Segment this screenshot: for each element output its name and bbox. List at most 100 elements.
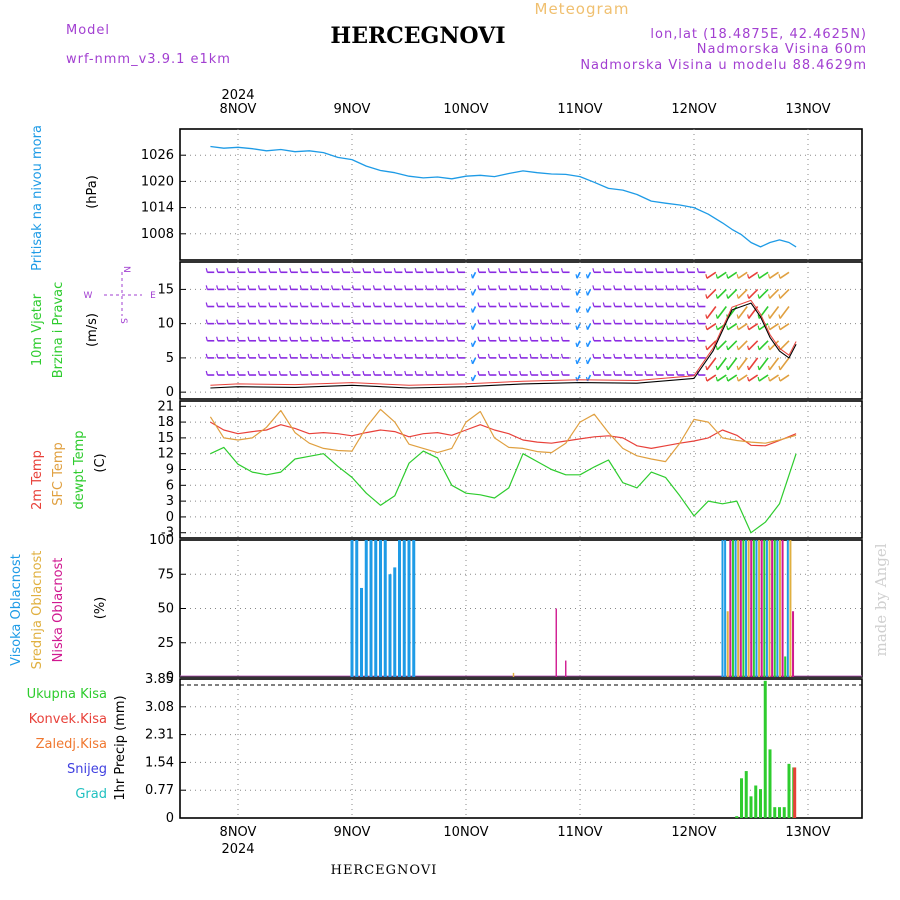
wind-barb [471,289,477,296]
wind-barb-tick [456,370,459,376]
wind-barb [706,288,717,299]
wind-barb [727,357,738,371]
wind-barb-tick [351,370,355,376]
wind-barb-tick [715,365,718,371]
wind-barb-tick [675,268,679,273]
wind-barb-tick [393,353,396,359]
wind-barb [758,340,769,351]
wind-barb-tick [585,308,589,313]
wind-barb-tick [665,268,668,273]
wind-barb-tick [278,302,281,307]
cloud-bar [383,540,387,677]
wind-barb-tick [778,314,781,319]
wind-barb-tick [351,336,355,341]
wind-barb [576,306,581,313]
precip-unit: 1hr Precip (mm) [113,695,128,800]
wind-barb-tick [446,370,449,376]
wind-barb-tick [665,302,668,307]
wind-barb-tick [320,268,323,273]
wind-barb-tick [257,319,261,324]
cloud-bar [758,540,761,677]
wind-barb-tick [435,336,438,341]
wind-barb-tick [435,268,438,273]
wind-barb [737,357,748,371]
wind-barb-tick [477,319,480,324]
precip-label-frozen: Zaledj.Kisa [36,737,107,752]
wind-barb-tick [477,353,480,359]
wind-barb-tick [686,353,689,359]
wind-barb-tick [575,308,578,313]
wind-barb-tick [550,370,553,376]
wind-barb-tick [470,274,474,279]
wind-barb [706,357,717,371]
wind-barb-tick [508,285,511,290]
wind-barb-tick [550,302,553,307]
wind-barb [576,289,581,296]
precip-conv-bar [793,767,797,818]
wind-barb-tick [767,376,771,382]
precip-bar [787,763,791,818]
wind-barb-tick [268,370,271,376]
panel-frames [179,128,863,819]
wind-barb-tick [519,302,522,307]
wind-barb [737,374,748,382]
wind-barb-tick [736,365,739,371]
wind-barb-tick [425,302,428,307]
cloud-bar [750,540,753,677]
wind-frame [179,261,863,400]
cloud-bar [364,540,368,677]
wind-barb-tick [675,336,679,341]
wind-barb-tick [602,302,605,307]
wind-barb [779,374,790,382]
cloud-bar [512,672,515,677]
wind-barb-tick [487,268,490,273]
wind-barb-tick [519,370,522,376]
wind-barb-tick [747,325,750,330]
wind-barb-tick [372,336,376,341]
temp-ytick: 3 [166,494,174,509]
wind-barb-tick [362,370,365,376]
altitude-text: Nadmorska Visina 60m [697,42,867,57]
wind-barb-tick [435,353,438,359]
wind-barb-tick [205,268,208,273]
wind-barb-tick [686,302,689,307]
wind-barb-tick [425,319,428,324]
wind-barb-tick [310,302,313,307]
wind-barb [769,322,779,331]
wind-ytick: 15 [157,282,174,297]
wind-barb-tick [634,285,637,290]
wind-barb-tick [477,336,480,341]
cloud-bar [350,540,354,677]
wind-barb-tick [247,370,250,376]
wind-ytick: 5 [166,351,174,366]
wind-barb-tick [470,308,474,313]
wind-barb-tick [362,268,365,273]
wind-barb-tick [247,319,250,324]
wind-barb [706,374,717,382]
wind-barb-tick [470,376,474,382]
wind-barb-tick [341,285,344,290]
wind-unit: (m/s) [85,313,100,347]
cloud-ytick: 25 [157,636,174,651]
cloud-label-high: Visoka Oblacnost [9,554,24,666]
wind-barb-tick [602,336,605,341]
precip-bar [778,807,781,818]
wind-barb-tick [487,302,490,307]
temperature-panel [209,408,797,534]
wind-barb-tick [393,319,396,324]
wind-barb-tick [289,285,292,290]
wind-barb-tick [446,268,449,273]
wind-barb-tick [767,274,771,279]
wind-barb-tick [425,370,428,376]
wind-barb-tick [634,353,637,359]
wind-barb [748,288,759,299]
wind-barb-tick [602,268,605,273]
wind-barb-tick [726,274,729,279]
cloud-bar [789,540,792,677]
wind-barb-tick [237,302,240,307]
wind-barb [471,271,477,279]
temp-ytick: 12 [157,447,174,462]
wind-barb-tick [362,319,365,324]
wind-barb-tick [404,336,407,341]
wind-barb-tick [237,336,240,341]
